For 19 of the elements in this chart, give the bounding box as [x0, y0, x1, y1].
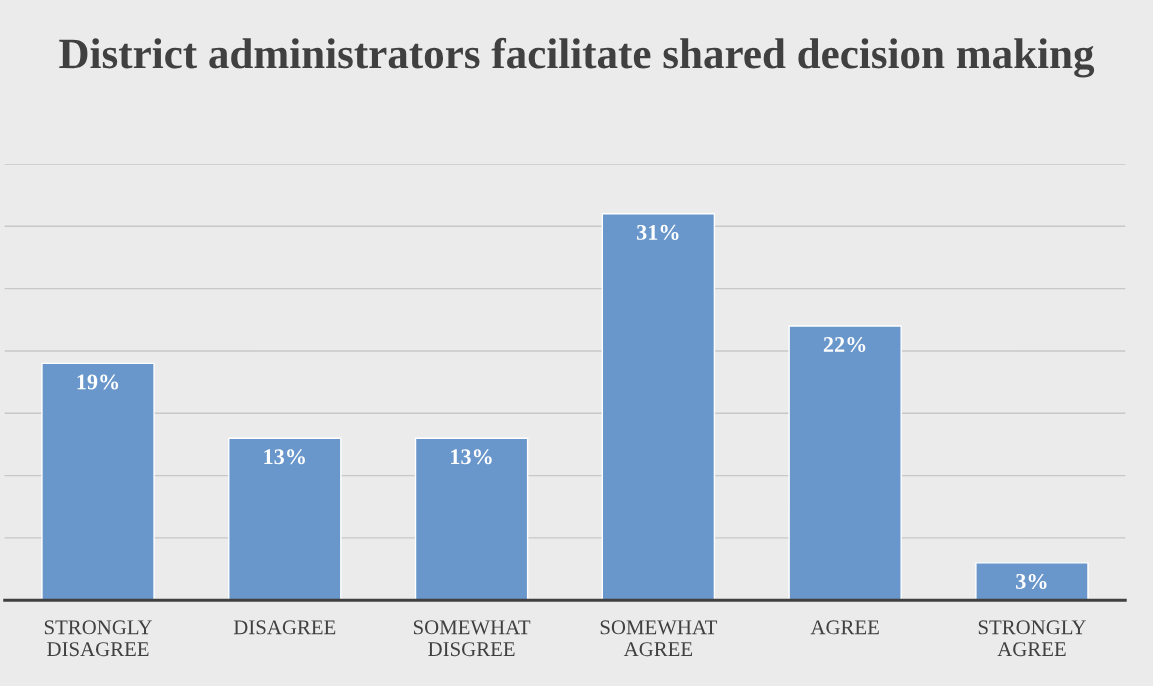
- data-label: 19%: [77, 374, 119, 390]
- x-tick-label: DISAGREE: [233, 620, 336, 635]
- chart-title: District administrators facilitate shared decision making: [59, 37, 1095, 78]
- bar: [228, 437, 342, 601]
- x-tick-label: STRONGLY AGREE: [978, 620, 1086, 657]
- x-tick-label: SOMEWHAT AGREE: [600, 620, 718, 657]
- data-label: 13%: [451, 449, 492, 465]
- x-tick-label: SOMEWHAT DISGREE: [413, 620, 531, 657]
- bar: [788, 325, 902, 601]
- bar: [975, 562, 1089, 601]
- x-tick-label: AGREE: [810, 620, 879, 635]
- data-label: 22%: [823, 337, 866, 353]
- data-label: 3%: [1016, 573, 1047, 589]
- bar: [601, 213, 716, 601]
- data-label: 13%: [264, 449, 305, 465]
- bar: [41, 362, 155, 601]
- bar: [414, 437, 529, 601]
- x-tick-label: STRONGLY DISAGREE: [44, 620, 152, 657]
- data-label: 31%: [636, 224, 679, 240]
